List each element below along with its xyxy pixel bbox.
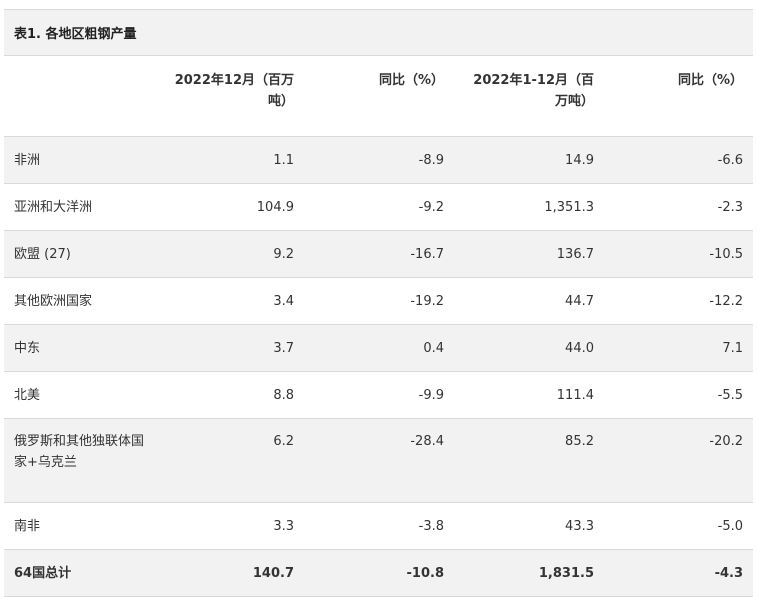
ytd-production-cell: 14.9 xyxy=(454,136,604,184)
dec-yoy-cell: 0.4 xyxy=(304,324,454,372)
ytd-yoy-cell: -4.3 xyxy=(604,549,754,597)
table-row: 其他欧洲国家 3.4 -19.2 44.7 -12.2 xyxy=(4,277,754,325)
region-cell: 欧盟 (27) xyxy=(4,230,154,278)
dec-yoy-cell: -3.8 xyxy=(304,502,454,550)
dec-yoy-cell: -19.2 xyxy=(304,277,454,325)
table-row: 亚洲和大洋洲 104.9 -9.2 1,351.3 -2.3 xyxy=(4,183,754,231)
table-row: 欧盟 (27) 9.2 -16.7 136.7 -10.5 xyxy=(4,230,754,278)
region-cell: 其他欧洲国家 xyxy=(4,277,154,325)
dec-production-cell: 6.2 xyxy=(154,418,304,503)
table-row: 俄罗斯和其他独联体国家+乌克兰 6.2 -28.4 85.2 -20.2 xyxy=(4,418,754,503)
region-cell: 亚洲和大洋洲 xyxy=(4,183,154,231)
dec-production-cell: 1.1 xyxy=(154,136,304,184)
steel-production-table: 表1. 各地区粗钢产量 2022年12月（百万吨） 同比（%） 2022年1-1… xyxy=(4,9,754,597)
dec-production-cell: 3.4 xyxy=(154,277,304,325)
table-total-row: 64国总计 140.7 -10.8 1,831.5 -4.3 xyxy=(4,549,754,597)
header-region xyxy=(4,55,154,137)
dec-yoy-cell: -10.8 xyxy=(304,549,454,597)
ytd-yoy-cell: -5.0 xyxy=(604,502,754,550)
dec-production-cell: 3.3 xyxy=(154,502,304,550)
dec-yoy-cell: -28.4 xyxy=(304,418,454,503)
ytd-yoy-cell: 7.1 xyxy=(604,324,754,372)
table-header-row: 2022年12月（百万吨） 同比（%） 2022年1-12月（百万吨） 同比（%… xyxy=(4,55,754,137)
ytd-yoy-cell: -12.2 xyxy=(604,277,754,325)
region-cell: 中东 xyxy=(4,324,154,372)
dec-production-cell: 104.9 xyxy=(154,183,304,231)
ytd-production-cell: 44.7 xyxy=(454,277,604,325)
table-caption-row: 表1. 各地区粗钢产量 xyxy=(4,9,754,56)
dec-yoy-cell: -16.7 xyxy=(304,230,454,278)
dec-production-cell: 3.7 xyxy=(154,324,304,372)
ytd-yoy-cell: -2.3 xyxy=(604,183,754,231)
table-row: 非洲 1.1 -8.9 14.9 -6.6 xyxy=(4,136,754,184)
ytd-production-cell: 1,351.3 xyxy=(454,183,604,231)
header-dec-production: 2022年12月（百万吨） xyxy=(154,55,304,137)
dec-yoy-cell: -9.9 xyxy=(304,371,454,419)
region-cell: 南非 xyxy=(4,502,154,550)
header-ytd-production: 2022年1-12月（百万吨） xyxy=(454,55,604,137)
header-dec-yoy: 同比（%） xyxy=(304,55,454,137)
ytd-production-cell: 1,831.5 xyxy=(454,549,604,597)
ytd-yoy-cell: -5.5 xyxy=(604,371,754,419)
dec-production-cell: 140.7 xyxy=(154,549,304,597)
ytd-production-cell: 43.3 xyxy=(454,502,604,550)
dec-yoy-cell: -8.9 xyxy=(304,136,454,184)
region-cell: 非洲 xyxy=(4,136,154,184)
ytd-yoy-cell: -10.5 xyxy=(604,230,754,278)
ytd-production-cell: 44.0 xyxy=(454,324,604,372)
table-row: 中东 3.7 0.4 44.0 7.1 xyxy=(4,324,754,372)
dec-production-cell: 8.8 xyxy=(154,371,304,419)
dec-yoy-cell: -9.2 xyxy=(304,183,454,231)
ytd-production-cell: 85.2 xyxy=(454,418,604,503)
region-cell: 64国总计 xyxy=(4,549,154,597)
dec-production-cell: 9.2 xyxy=(154,230,304,278)
table-caption: 表1. 各地区粗钢产量 xyxy=(4,9,754,56)
table-row: 南非 3.3 -3.8 43.3 -5.0 xyxy=(4,502,754,550)
ytd-yoy-cell: -6.6 xyxy=(604,136,754,184)
region-cell: 俄罗斯和其他独联体国家+乌克兰 xyxy=(4,418,154,503)
ytd-yoy-cell: -20.2 xyxy=(604,418,754,503)
region-cell: 北美 xyxy=(4,371,154,419)
ytd-production-cell: 111.4 xyxy=(454,371,604,419)
header-ytd-yoy: 同比（%） xyxy=(604,55,754,137)
table-row: 北美 8.8 -9.9 111.4 -5.5 xyxy=(4,371,754,419)
ytd-production-cell: 136.7 xyxy=(454,230,604,278)
steel-production-table-container: 表1. 各地区粗钢产量 2022年12月（百万吨） 同比（%） 2022年1-1… xyxy=(4,9,754,597)
